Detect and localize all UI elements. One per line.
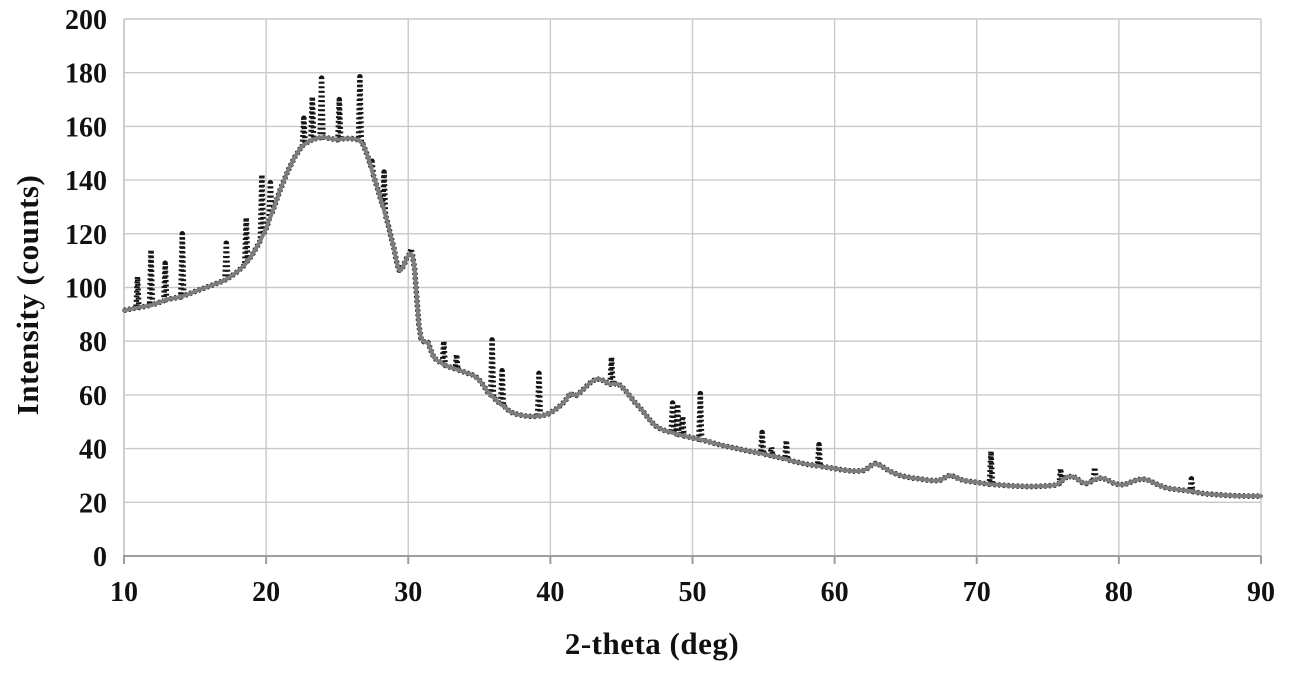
gridlines	[123, 18, 1262, 557]
y-tick-labels: 0 20 40 60 80 100 120 140 160 180 200	[65, 5, 107, 573]
y-tick-label: 80	[79, 327, 107, 358]
x-tick-labels: 10 20 30 40 50 60 70 80 90	[110, 577, 1275, 608]
x-tick-label: 70	[963, 577, 991, 608]
x-axis-title: 2-theta (deg)	[564, 626, 740, 661]
y-tick-label: 140	[65, 166, 107, 197]
y-tick-label: 120	[65, 220, 107, 251]
y-tick-label: 160	[65, 112, 107, 143]
x-tick-label: 50	[679, 577, 707, 608]
x-tick-label: 30	[394, 577, 422, 608]
y-tick-label: 60	[79, 381, 107, 412]
x-axis-ticks	[123, 556, 1262, 564]
x-tick-label: 90	[1247, 577, 1275, 608]
y-tick-label: 180	[65, 59, 107, 90]
x-tick-label: 40	[536, 577, 564, 608]
y-tick-label: 40	[79, 435, 107, 466]
x-tick-label: 20	[252, 577, 280, 608]
y-tick-label: 100	[65, 274, 107, 305]
x-tick-label: 10	[110, 577, 138, 608]
y-tick-label: 20	[79, 488, 107, 519]
smoothed-background-series	[122, 135, 1263, 499]
x-tick-label: 80	[1105, 577, 1133, 608]
x-tick-label: 60	[821, 577, 849, 608]
y-tick-label: 200	[65, 5, 107, 36]
y-tick-label: 0	[93, 542, 107, 573]
